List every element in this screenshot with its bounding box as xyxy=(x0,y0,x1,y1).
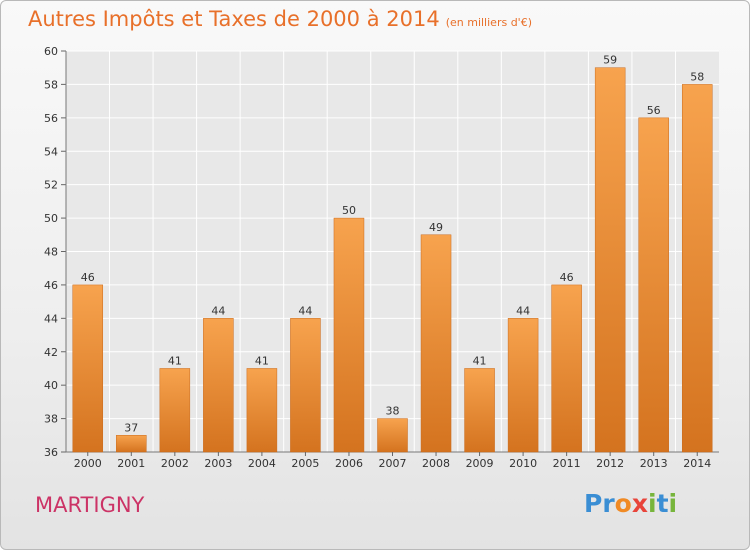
bar xyxy=(594,67,626,453)
bar xyxy=(116,435,147,453)
data-label: 49 xyxy=(429,221,443,234)
x-tick-label: 2011 xyxy=(553,457,581,470)
bar xyxy=(333,217,365,453)
data-label: 50 xyxy=(342,204,356,217)
data-label: 41 xyxy=(168,354,182,367)
x-tick-label: 2008 xyxy=(422,457,450,470)
y-tick-label: 54 xyxy=(44,145,58,158)
chart-subtitle: (en milliers d'€) xyxy=(445,16,532,29)
data-label: 38 xyxy=(386,405,400,418)
data-label: 44 xyxy=(516,304,530,317)
logo-letter: i xyxy=(648,489,657,518)
y-tick-label: 58 xyxy=(44,78,58,91)
x-tick-label: 2005 xyxy=(291,457,319,470)
data-label: 41 xyxy=(255,354,269,367)
x-tick-label: 2002 xyxy=(161,457,189,470)
y-tick-label: 36 xyxy=(44,446,58,459)
data-label: 41 xyxy=(473,354,487,367)
y-tick-label: 50 xyxy=(44,212,58,225)
data-label: 46 xyxy=(560,271,574,284)
bar xyxy=(507,318,539,453)
bar xyxy=(72,284,104,453)
x-tick-label: 2014 xyxy=(683,457,711,470)
logo-letter: i xyxy=(668,489,678,518)
bar xyxy=(377,418,408,453)
bar xyxy=(638,117,669,453)
x-tick-label: 2007 xyxy=(379,457,407,470)
bar xyxy=(159,368,191,453)
bar xyxy=(551,284,582,453)
y-tick-label: 38 xyxy=(44,413,58,426)
title-text: Autres Impôts et Taxes de 2000 à 2014 xyxy=(28,7,440,31)
location-name: MARTIGNY xyxy=(35,493,145,517)
y-tick-label: 40 xyxy=(44,379,58,392)
logo-letter: P xyxy=(584,489,603,518)
logo-letter: o xyxy=(614,489,632,518)
bar xyxy=(420,234,452,453)
x-tick-label: 2003 xyxy=(204,457,232,470)
bar xyxy=(203,318,234,453)
x-tick-label: 2004 xyxy=(248,457,276,470)
data-label: 56 xyxy=(647,104,661,117)
proxiti-logo: Proxiti xyxy=(584,489,677,518)
logo-letter: t xyxy=(656,489,669,518)
y-tick-label: 44 xyxy=(44,312,58,325)
bar xyxy=(246,368,278,453)
data-label: 58 xyxy=(690,70,704,83)
data-label: 44 xyxy=(211,304,225,317)
x-tick-label: 2006 xyxy=(335,457,363,470)
data-label: 44 xyxy=(298,304,312,317)
data-label: 37 xyxy=(124,421,138,434)
data-label: 59 xyxy=(603,54,617,67)
logo-letter: r xyxy=(602,489,615,518)
x-tick-label: 2012 xyxy=(596,457,624,470)
y-tick-label: 42 xyxy=(44,346,58,359)
bar xyxy=(464,368,495,453)
x-tick-label: 2000 xyxy=(74,457,102,470)
y-tick-label: 56 xyxy=(44,112,58,125)
bar xyxy=(290,318,321,453)
chart-title: Autres Impôts et Taxes de 2000 à 2014 (en… xyxy=(28,7,532,31)
x-tick-label: 2009 xyxy=(466,457,494,470)
data-label: 46 xyxy=(81,271,95,284)
x-tick-label: 2001 xyxy=(117,457,145,470)
y-tick-label: 46 xyxy=(44,279,58,292)
bar xyxy=(681,84,713,453)
y-tick-label: 60 xyxy=(44,45,58,58)
logo-letter: x xyxy=(631,489,648,518)
y-tick-label: 52 xyxy=(44,179,58,192)
x-tick-label: 2013 xyxy=(640,457,668,470)
x-tick-label: 2010 xyxy=(509,457,537,470)
y-tick-label: 48 xyxy=(44,246,58,259)
